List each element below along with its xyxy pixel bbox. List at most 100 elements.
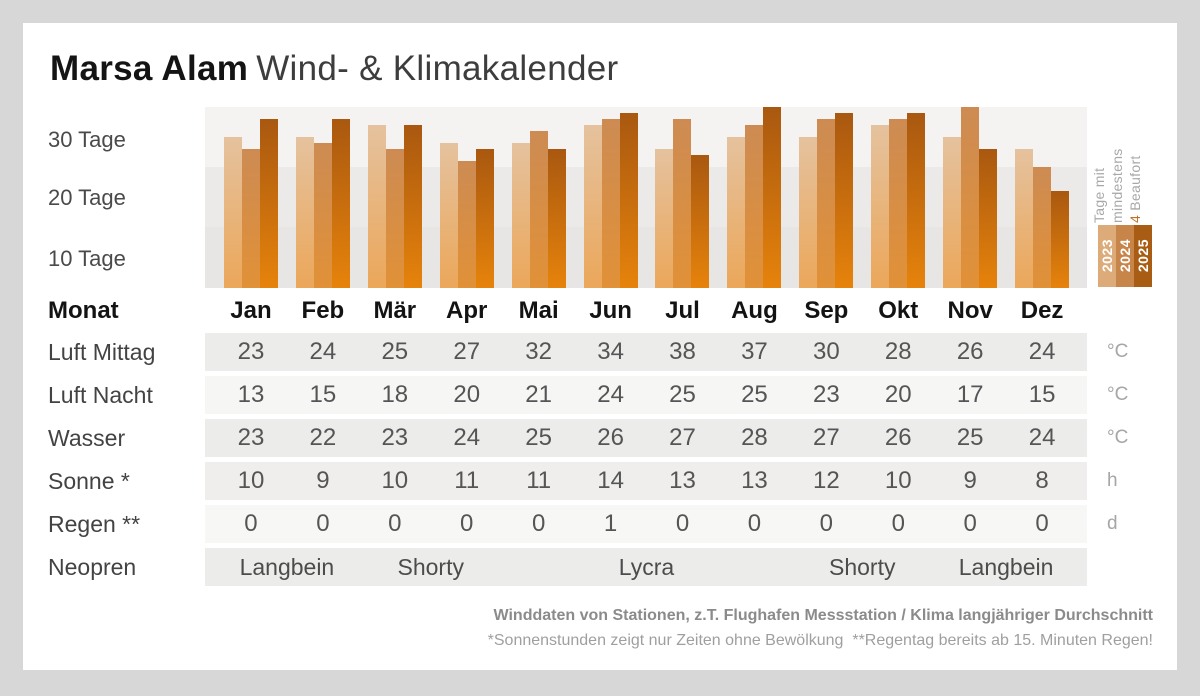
calendar-card: Marsa Alam Wind- & Klimakalender 30 Tage … <box>23 23 1177 670</box>
month-label-Mai: Mai <box>518 297 559 324</box>
cell-Sep: 27 <box>812 424 840 451</box>
cell-Feb: 15 <box>309 381 337 408</box>
cell-Mär: 18 <box>381 381 409 408</box>
footer-source-line: Winddaten von Stationen, z.T. Flughafen … <box>493 607 1153 624</box>
bar-group-Sep <box>790 107 862 288</box>
legend-caption-line2: mindestens <box>1109 148 1125 223</box>
bar-2023-Dez <box>1015 149 1034 288</box>
cell-Jun: 24 <box>597 381 624 408</box>
bar-2024-Sep <box>817 119 836 288</box>
row-label: Neopren <box>48 554 137 580</box>
cell-Jul: 13 <box>669 467 696 494</box>
month-label-Dez: Dez <box>1020 297 1064 324</box>
cell-Mai: 25 <box>525 424 552 451</box>
neopren-segment-5-langbein: Langbein <box>958 554 1054 580</box>
bar-2023-Jun <box>583 125 602 288</box>
month-label-Apr: Apr <box>446 297 488 324</box>
footer: Winddaten von Stationen, z.T. Flughafen … <box>488 603 1153 653</box>
bar-group-Aug <box>718 107 790 288</box>
legend-year-2025: 2025 <box>1134 225 1152 287</box>
bar-group-Okt <box>862 107 934 288</box>
legend-beaufort-value: 4 <box>1127 214 1143 223</box>
bar-2024-Dez <box>1033 167 1052 288</box>
month-cells: Jan Feb Mär Apr Mai Jun Jul Aug Sep Okt Nov Dez <box>215 297 1078 325</box>
legend-years: 2023 2024 2025 <box>1098 225 1152 287</box>
bar-2024-Aug <box>745 125 764 288</box>
bar-group-Apr <box>431 107 503 288</box>
cell-Jun: 26 <box>597 424 624 451</box>
cell-Dez: 15 <box>1028 381 1056 408</box>
cell-Nov: 17 <box>956 381 984 408</box>
cell-Dez: 24 <box>1028 338 1056 365</box>
neopren-segments: Langbein Shorty Lycra Shorty Langbein <box>215 548 1078 586</box>
cell-Jun: 14 <box>597 467 624 494</box>
bar-2025-Aug <box>763 107 782 288</box>
neopren-segment-1-langbein: Langbein <box>239 554 335 580</box>
bar-2025-Dez <box>1051 191 1070 288</box>
cell-Jul: 27 <box>669 424 696 451</box>
cell-Mär: 0 <box>388 510 402 537</box>
row-stripe <box>205 505 1087 543</box>
bar-2024-Jun <box>601 119 620 288</box>
legend-caption: Tage mit mindestens 4 Beaufort <box>1090 119 1144 223</box>
row-values: 23 24 25 27 32 34 38 37 30 28 26 24 <box>215 333 1078 371</box>
table-row-luft-mittag: Luft Mittag 23 24 25 27 32 34 38 37 30 28 26 24 °C <box>23 333 1177 371</box>
cell-Feb: 24 <box>309 338 337 365</box>
row-unit: d <box>1107 513 1118 534</box>
cell-Jun: 34 <box>597 338 624 365</box>
table-row-luft-nacht: Luft Nacht 13 15 18 20 21 24 25 25 23 20 17 15 °C <box>23 376 1177 414</box>
cell-Jul: 0 <box>675 510 690 537</box>
wind-chart-background <box>205 107 1087 288</box>
bar-2025-Jun <box>619 113 638 288</box>
bar-group-Dez <box>1006 107 1078 288</box>
title-brand: Marsa Alam <box>50 49 249 88</box>
cell-Aug: 37 <box>741 338 768 365</box>
cell-Okt: 0 <box>891 510 905 537</box>
bar-2024-Mär <box>385 149 404 288</box>
wind-chart-bars <box>215 107 1078 288</box>
ytick-30: 30 Tage <box>48 127 126 152</box>
row-stripe <box>205 462 1087 500</box>
ytick-10: 10 Tage <box>48 246 126 271</box>
grid-band-30 <box>205 107 1087 167</box>
cell-Apr: 27 <box>453 338 481 365</box>
cell-Mär: 23 <box>381 424 409 451</box>
cell-Okt: 28 <box>884 338 912 365</box>
bar-2023-Feb <box>295 137 314 288</box>
bar-2025-Sep <box>835 113 854 288</box>
cell-Jan: 23 <box>237 424 265 451</box>
month-header-label: Monat <box>48 297 119 324</box>
cell-Apr: 20 <box>453 381 481 408</box>
legend-year-label-2025: 2025 <box>1135 239 1151 273</box>
cell-Sep: 12 <box>812 467 840 494</box>
footer-notes-line: *Sonnenstunden zeigt nur Zeiten ohne Bew… <box>487 632 1153 649</box>
bar-2023-Sep <box>799 137 818 288</box>
bar-2024-Apr <box>457 161 476 288</box>
bar-group-Nov <box>934 107 1006 288</box>
cell-Nov: 9 <box>963 467 977 494</box>
bar-2025-Feb <box>331 119 350 288</box>
month-label-Sep: Sep <box>804 297 849 324</box>
cell-Sep: 23 <box>812 381 840 408</box>
cell-Okt: 26 <box>884 424 912 451</box>
cell-Nov: 25 <box>956 424 984 451</box>
month-label-Jul: Jul <box>665 297 700 324</box>
cell-Mär: 10 <box>381 467 409 494</box>
row-values: 23 22 23 24 25 26 27 28 27 26 25 24 <box>215 419 1078 457</box>
bar-2024-Feb <box>313 143 332 288</box>
table-row-wasser: Wasser 23 22 23 24 25 26 27 28 27 26 25 24 °C <box>23 419 1177 457</box>
legend-year-label-2023: 2023 <box>1099 239 1115 273</box>
month-label-Jun: Jun <box>589 297 632 324</box>
cell-Sep: 30 <box>812 338 840 365</box>
month-header-row: Monat Jan Feb Mär Apr Mai Jun Jul Aug Sep Okt Nov D… <box>23 297 1177 325</box>
bar-2023-Nov <box>943 137 962 288</box>
bar-group-Feb <box>287 107 359 288</box>
bar-2025-Jan <box>259 119 278 288</box>
cell-Jul: 38 <box>669 338 696 365</box>
bar-2024-Mai <box>529 131 548 288</box>
month-label-Feb: Feb <box>301 297 345 324</box>
cell-Aug: 0 <box>747 510 762 537</box>
bar-2024-Jul <box>673 119 692 288</box>
neopren-segment-3-lycra: Lycra <box>618 554 675 580</box>
